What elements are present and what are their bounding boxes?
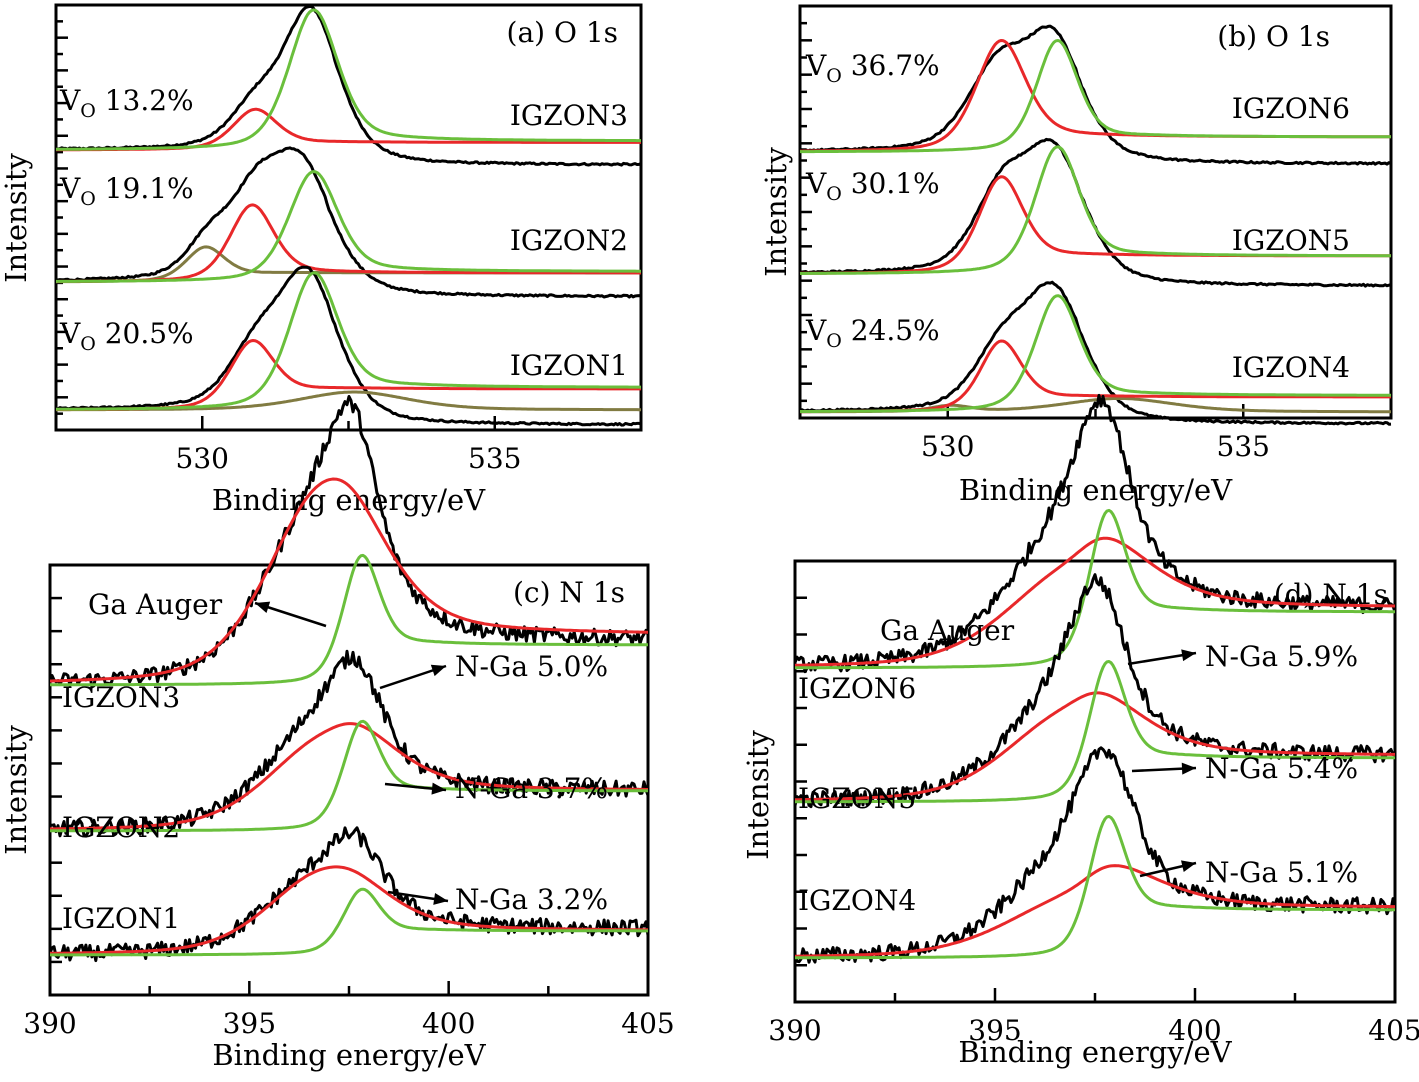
- x-tick-label: 400: [422, 1007, 475, 1040]
- x-tick-label: 530: [921, 430, 974, 463]
- x-axis-label: Binding energy/eV: [212, 1038, 486, 1072]
- x-tick-label: 390: [23, 1007, 76, 1040]
- series-igzon1: IGZON1 N-Ga 3.2%: [48, 826, 650, 963]
- ga-auger-curve: [50, 722, 648, 831]
- arrow-head-icon: [1181, 860, 1196, 873]
- y-axis-label: Intensity: [0, 724, 33, 854]
- ga-auger-curve: [50, 477, 648, 683]
- sample-label: IGZON2: [510, 224, 628, 257]
- sample-label: IGZON5: [798, 782, 916, 815]
- x-tick-label: 530: [176, 442, 229, 475]
- sample-label: IGZON4: [1232, 351, 1350, 384]
- arrow-head-icon: [1181, 762, 1196, 775]
- vacancy-percent-label: VO 24.5%: [805, 314, 940, 352]
- measured-curve: [48, 826, 650, 963]
- n-ga-curve: [795, 814, 1395, 960]
- panel-title: (c) N 1s: [513, 576, 625, 609]
- series-igzon3: IGZON3 VO 13.2%: [55, 4, 642, 167]
- panel-c: 390 395 400 405 Binding energy/eV Intensity (c…: [0, 395, 675, 1072]
- panel-a: 530 535 Binding energy/eV Intensity (a) O 1s…: [0, 3, 643, 517]
- lattice-component-curve: [800, 145, 1391, 275]
- x-axis-label: Binding energy/eV: [959, 473, 1233, 507]
- ga-auger-curve: [795, 864, 1395, 958]
- series-igzon1: IGZON1 VO 20.5%: [55, 265, 642, 427]
- ga-auger-curve: [50, 865, 648, 955]
- n-ga-curve: [50, 553, 648, 687]
- vacancy-percent-label: VO 13.2%: [59, 84, 194, 122]
- lattice-component-curve: [800, 294, 1391, 413]
- n-ga-curve: [50, 719, 648, 833]
- n-ga-percent-label: N-Ga 5.0%: [455, 650, 608, 683]
- y-axis-label: Intensity: [741, 729, 775, 859]
- arrow-head-icon: [433, 892, 448, 905]
- vacancy-percent-label: VO 30.1%: [805, 167, 940, 205]
- x-tick-label: 390: [768, 1014, 821, 1047]
- x-tick-label: 405: [1368, 1014, 1419, 1047]
- measured-curve: [55, 146, 642, 299]
- x-axis-label: Binding energy/eV: [212, 483, 486, 517]
- sample-label: IGZON2: [62, 811, 180, 844]
- measured-curve: [799, 280, 1392, 426]
- panel-title: (a) O 1s: [507, 16, 618, 49]
- n-ga-curve: [795, 508, 1395, 670]
- lattice-component-curve: [56, 8, 641, 151]
- x-tick-label: 395: [968, 1014, 1021, 1047]
- x-tick-label: 535: [1217, 430, 1270, 463]
- sample-label: IGZON5: [1232, 224, 1350, 257]
- vacancy-percent-label: VO 36.7%: [805, 49, 940, 87]
- n-ga-curve: [795, 660, 1395, 804]
- x-tick-label: 395: [223, 1007, 276, 1040]
- sample-label: IGZON4: [798, 884, 916, 917]
- sample-label: IGZON6: [798, 672, 916, 705]
- series-igzon4: IGZON4 N-Ga 5.1%: [793, 746, 1397, 964]
- n-ga-percent-label: N-Ga 5.9%: [1205, 640, 1358, 673]
- sample-label: IGZON3: [62, 681, 180, 714]
- y-axis-label: Intensity: [759, 146, 793, 276]
- series-igzon6: IGZON6 N-Ga 5.9%: [793, 393, 1397, 705]
- x-tick-label: 535: [468, 442, 521, 475]
- x-tick-label: 400: [1168, 1014, 1221, 1047]
- sample-label: IGZON3: [510, 99, 628, 132]
- lattice-component-curve: [800, 39, 1391, 154]
- n-ga-percent-label: N-Ga 3.7%: [455, 772, 608, 805]
- lattice-component-curve: [56, 170, 641, 283]
- arrow-head-icon: [255, 601, 271, 614]
- n-ga-percent-label: N-Ga 5.4%: [1205, 752, 1358, 785]
- vacancy-percent-label: VO 20.5%: [59, 317, 194, 355]
- arrow-head-icon: [1181, 649, 1196, 662]
- measured-curve: [799, 137, 1392, 288]
- measured-curve: [49, 649, 650, 838]
- panel-b: 530 535 Binding energy/eV Intensity (b) O 1s…: [759, 4, 1393, 507]
- vacancy-percent-label: VO 19.1%: [59, 172, 194, 210]
- n-ga-curve: [50, 887, 648, 957]
- sample-label: IGZON6: [1232, 92, 1350, 125]
- series-igzon2: IGZON2 N-Ga 3.7%: [49, 649, 650, 844]
- measured-curve: [48, 395, 650, 689]
- ga-auger-label: Ga Auger: [88, 588, 223, 621]
- sample-label: IGZON1: [62, 902, 180, 935]
- arrow-head-icon: [430, 664, 446, 677]
- series-igzon5: IGZON5 N-Ga 5.4%: [793, 573, 1396, 815]
- series-igzon4: IGZON4 VO 24.5%: [799, 280, 1392, 426]
- lattice-component-curve: [56, 271, 641, 411]
- x-axis-label: Binding energy/eV: [958, 1035, 1232, 1069]
- series-igzon2: IGZON2 VO 19.1%: [55, 146, 642, 299]
- ga-auger-label: Ga Auger: [880, 614, 1015, 647]
- sample-label: IGZON1: [510, 349, 628, 382]
- arrow-head-icon: [431, 782, 446, 795]
- series-igzon3: IGZON3 N-Ga 5.0%: [48, 395, 650, 714]
- series-igzon5: IGZON5 VO 30.1%: [799, 137, 1392, 288]
- measured-curve: [793, 393, 1397, 674]
- measured-curve: [55, 4, 642, 167]
- x-tick-label: 405: [621, 1007, 674, 1040]
- series-igzon6: IGZON6 VO 36.7%: [799, 24, 1392, 166]
- y-axis-label: Intensity: [0, 152, 33, 282]
- panel-title: (b) O 1s: [1217, 20, 1330, 53]
- measured-curve: [55, 265, 642, 427]
- n-ga-percent-label: N-Ga 5.1%: [1205, 856, 1358, 889]
- n-ga-percent-label: N-Ga 3.2%: [455, 883, 608, 916]
